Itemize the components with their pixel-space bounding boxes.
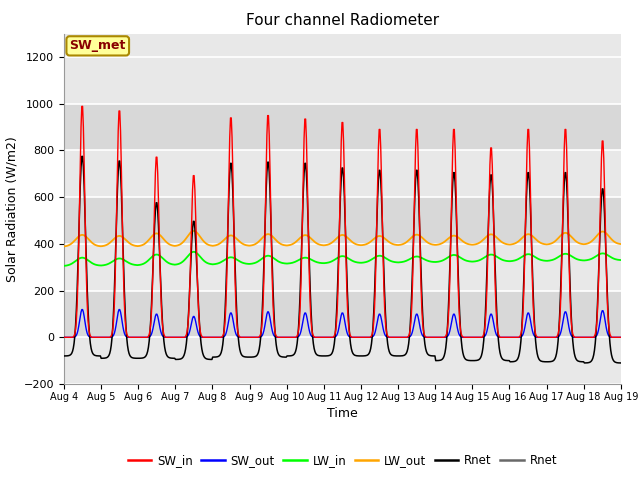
Bar — [64, 150, 621, 197]
Bar — [64, 104, 621, 150]
Text: SW_met: SW_met — [70, 39, 126, 52]
Bar — [64, 290, 621, 337]
Bar — [64, 197, 621, 244]
Legend: SW_in, SW_out, LW_in, LW_out, Rnet, Rnet: SW_in, SW_out, LW_in, LW_out, Rnet, Rnet — [123, 449, 562, 472]
Y-axis label: Solar Radiation (W/m2): Solar Radiation (W/m2) — [5, 136, 18, 282]
Title: Four channel Radiometer: Four channel Radiometer — [246, 13, 439, 28]
Bar — [64, 337, 621, 384]
Bar — [64, 57, 621, 104]
Bar — [64, 244, 621, 290]
X-axis label: Time: Time — [327, 407, 358, 420]
